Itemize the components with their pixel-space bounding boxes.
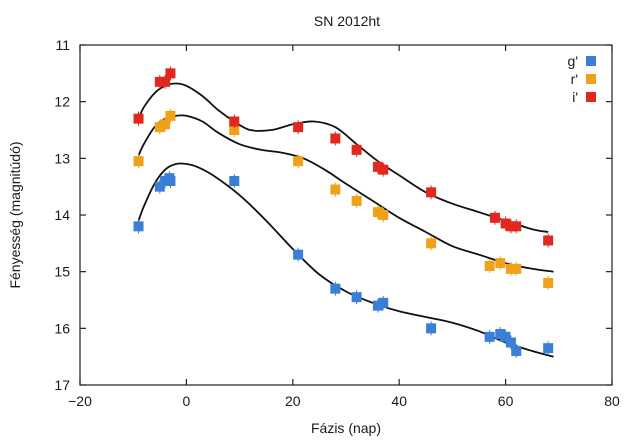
x-tick-label: 60 (498, 393, 514, 409)
data-point (154, 76, 165, 87)
data-point (543, 235, 554, 246)
y-tick-label: 15 (54, 264, 70, 280)
data-point (511, 346, 522, 356)
data-point (543, 278, 554, 288)
legend-label: r' (571, 71, 578, 87)
data-point (351, 195, 362, 206)
data-point (293, 122, 304, 133)
data-point (500, 331, 511, 342)
data-point (426, 238, 437, 249)
data-point (495, 329, 506, 339)
data-point (229, 176, 240, 186)
legend-label: g' (568, 53, 578, 69)
data-point (505, 263, 516, 274)
data-point (426, 187, 437, 198)
data-point (293, 156, 304, 167)
data-point (505, 337, 516, 348)
x-tick-label: −20 (68, 393, 92, 409)
data-point (160, 76, 171, 87)
data-point (165, 68, 176, 79)
x-axis-label: Fázis (nap) (311, 420, 381, 436)
data-point (511, 221, 522, 232)
data-point (133, 221, 144, 232)
x-tick-label: 40 (391, 393, 407, 409)
legend-swatch (586, 92, 596, 102)
data-point (160, 119, 171, 130)
data-point (164, 173, 175, 184)
chart-title: SN 2012ht (314, 13, 380, 29)
data-point (330, 133, 341, 144)
data-points (133, 66, 554, 358)
data-point (484, 261, 495, 271)
y-tick-label: 16 (54, 320, 70, 336)
y-axis: 11 12 13 14 15 16 17 (54, 37, 612, 393)
y-tick-label: 13 (54, 150, 70, 166)
data-point (351, 144, 362, 155)
data-point (372, 207, 383, 218)
legend: g' r' i' (568, 53, 596, 105)
x-tick-label: 0 (183, 393, 191, 409)
data-point (495, 258, 506, 269)
fit-curve-1 (137, 114, 554, 273)
legend-swatch (586, 56, 596, 66)
data-point (372, 300, 383, 311)
legend-label: i' (572, 89, 578, 105)
data-point (229, 116, 240, 127)
data-point (543, 343, 554, 354)
data-point (372, 161, 383, 172)
fit-curve-0 (137, 162, 554, 358)
data-point (330, 184, 341, 195)
data-point (484, 331, 495, 342)
x-tick-label: 20 (285, 393, 301, 409)
data-point (489, 212, 500, 223)
plot-frame (79, 44, 613, 386)
data-point (293, 249, 304, 260)
y-tick-label: 12 (54, 94, 70, 110)
data-point (351, 292, 362, 303)
data-point (133, 113, 144, 124)
data-point (511, 263, 522, 274)
data-point (426, 323, 437, 334)
y-tick-label: 11 (55, 37, 70, 53)
data-point (133, 156, 144, 167)
data-point (229, 125, 240, 135)
data-point (165, 110, 176, 121)
legend-swatch (586, 74, 596, 84)
y-tick-label: 17 (54, 377, 70, 393)
data-point (505, 221, 516, 232)
y-tick-label: 14 (54, 207, 70, 223)
data-point (378, 210, 389, 220)
data-point (154, 122, 165, 133)
data-point (330, 283, 341, 294)
fit-curve-2 (137, 82, 549, 233)
x-axis: −20 0 20 40 60 80 (68, 45, 620, 409)
x-tick-label: 80 (604, 393, 620, 409)
data-point (378, 297, 389, 308)
y-axis-label: Fényesség (magnitúdó) (7, 141, 23, 288)
data-point (378, 164, 389, 175)
data-point (500, 218, 511, 229)
data-point (154, 181, 165, 192)
